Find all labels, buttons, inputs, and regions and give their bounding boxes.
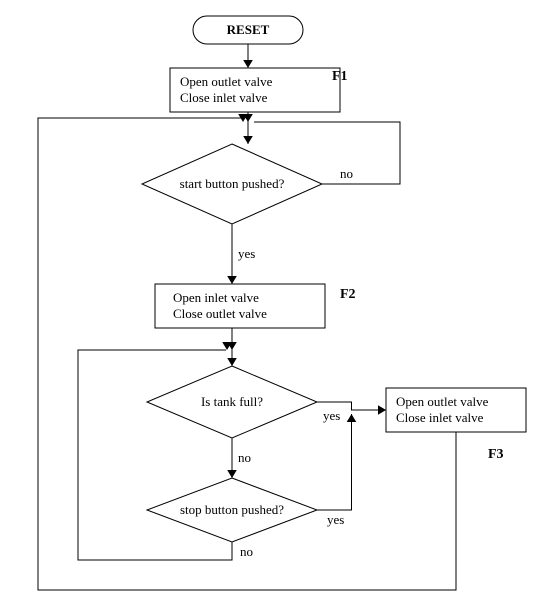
f3-line2: Close inlet valve — [396, 410, 484, 425]
d3-no: no — [240, 544, 253, 559]
arrowhead — [227, 276, 237, 284]
arrowhead — [243, 60, 253, 68]
decision-start-label: start button pushed? — [180, 176, 285, 191]
f2-line1: Open inlet valve — [173, 290, 259, 305]
f1-line1: Open outlet valve — [180, 74, 273, 89]
arrowhead — [347, 414, 357, 422]
reset-label: RESET — [227, 22, 270, 37]
decision-full-label: Is tank full? — [201, 394, 263, 409]
decision-stop-label: stop button pushed? — [180, 502, 284, 517]
label-f3: F3 — [488, 447, 504, 462]
d2-yes: yes — [323, 408, 340, 423]
f1-line2: Close inlet valve — [180, 90, 268, 105]
f2-line2: Close outlet valve — [173, 306, 267, 321]
d2-no: no — [238, 450, 251, 465]
d3-yes: yes — [327, 512, 344, 527]
arrowhead — [243, 136, 253, 144]
d1-no: no — [340, 166, 353, 181]
d1-yes: yes — [238, 246, 255, 261]
label-f2: F2 — [340, 287, 356, 302]
arrowhead — [378, 405, 386, 415]
arrowhead — [227, 358, 237, 366]
f3-line1: Open outlet valve — [396, 394, 489, 409]
arrowhead — [227, 470, 237, 478]
label-f1: F1 — [332, 69, 348, 84]
edge-d3-yes — [317, 414, 352, 510]
